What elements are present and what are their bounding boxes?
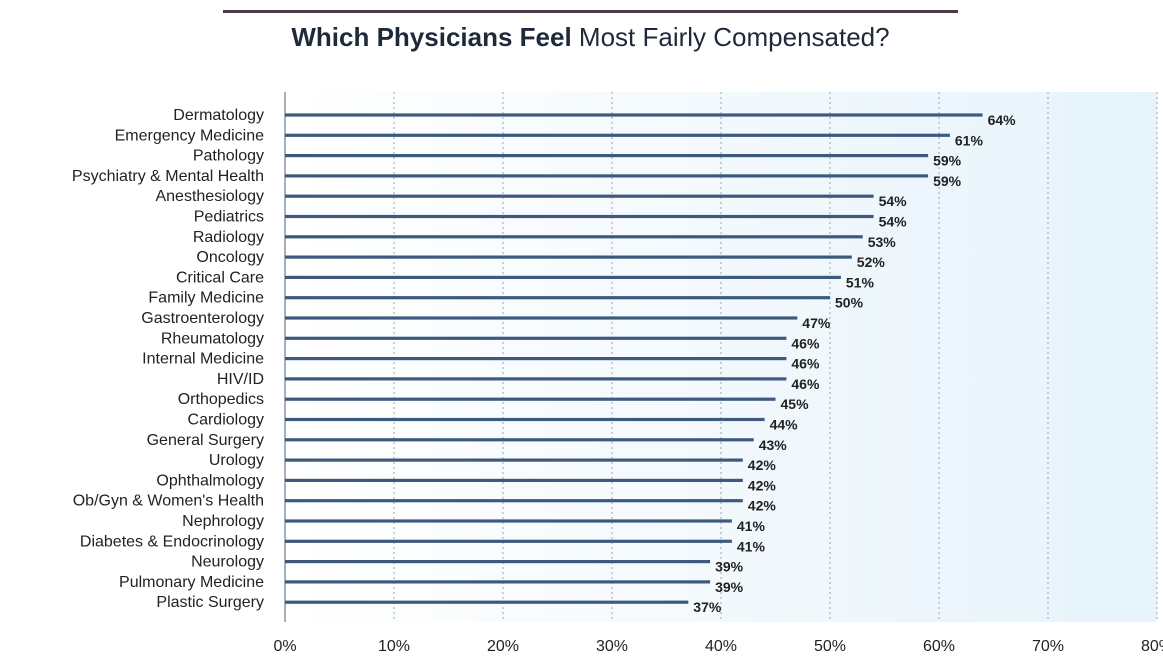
category-label: Pathology [193,148,264,165]
category-label: Psychiatry & Mental Health [72,168,264,185]
category-label: Gastroenterology [141,310,264,327]
value-label: 64% [988,112,1017,128]
bar [285,133,950,137]
category-label: Urology [209,452,264,469]
value-label: 59% [933,173,962,189]
x-tick-label: 40% [705,638,737,655]
bar [285,316,798,320]
value-label: 54% [879,214,908,230]
category-label: Radiology [193,229,264,246]
category-label: Neurology [191,554,264,571]
category-label: General Surgery [147,432,264,449]
category-label: Family Medicine [148,290,264,307]
value-label: 39% [715,559,744,575]
value-label: 46% [791,335,820,351]
chart-title: Which Physicians Feel Most Fairly Compen… [0,22,1163,53]
bar [285,600,689,604]
category-label: Pediatrics [194,209,264,226]
chart-title-regular: Most Fairly Compensated? [578,22,890,52]
category-label: Diabetes & Endocrinology [80,533,264,550]
category-label: Cardiology [188,412,264,429]
value-label: 46% [791,376,820,392]
category-label: Rheumatology [161,330,264,347]
category-label: Oncology [196,249,264,266]
x-tick-label: 20% [487,638,519,655]
category-label: Anesthesiology [155,188,264,205]
x-tick-label: 70% [1032,638,1064,655]
x-tick-label: 10% [378,638,410,655]
bar [285,357,787,361]
category-label: Orthopedics [178,391,264,408]
bar [285,296,830,300]
value-label: 53% [868,234,897,250]
bar [285,194,874,198]
chart-title-bold: Which Physicians Feel [291,22,572,52]
bar [285,275,841,279]
category-label: Nephrology [182,513,264,530]
value-label: 45% [781,396,810,412]
x-tick-label: 50% [814,638,846,655]
category-label: Pulmonary Medicine [119,574,264,591]
category-label: Ophthalmology [156,472,264,489]
bar [285,438,754,442]
category-label: Ob/Gyn & Women's Health [73,493,264,510]
category-label: Emergency Medicine [115,127,265,144]
value-label: 50% [835,295,864,311]
value-label: 59% [933,153,962,169]
value-label: 42% [748,477,777,493]
category-label: Internal Medicine [142,351,264,368]
bar [285,417,765,422]
value-label: 54% [879,193,908,209]
bar [285,560,711,564]
value-label: 42% [748,457,777,473]
value-label: 51% [846,274,875,290]
bar [285,255,852,259]
title-rule [223,10,958,13]
category-label: Critical Care [176,269,264,286]
value-label: 39% [715,579,744,595]
value-label: 47% [802,315,831,331]
value-label: 43% [759,437,788,453]
value-label: 37% [693,599,722,615]
value-label: 44% [770,417,799,433]
bar [285,174,929,178]
bar [285,478,743,482]
value-label: 42% [748,498,777,514]
x-tick-label: 60% [923,638,955,655]
category-label: Plastic Surgery [156,594,264,611]
bar [285,458,743,462]
bar [285,336,787,340]
bar [285,377,787,381]
bar [285,113,983,117]
x-tick-label: 0% [273,638,296,655]
x-tick-label: 80% [1141,638,1163,655]
value-label: 41% [737,518,766,534]
value-label: 41% [737,538,766,554]
value-label: 46% [791,356,820,372]
bar [285,235,863,239]
bar [285,499,743,503]
x-tick-label: 30% [596,638,628,655]
value-label: 61% [955,132,984,148]
bar [285,154,929,158]
bar [285,580,711,584]
bar [285,539,732,543]
category-label: HIV/ID [217,371,264,388]
value-label: 52% [857,254,886,270]
bar [285,519,732,523]
bar [285,397,776,401]
category-label: Dermatology [173,107,264,124]
bar [285,214,874,219]
